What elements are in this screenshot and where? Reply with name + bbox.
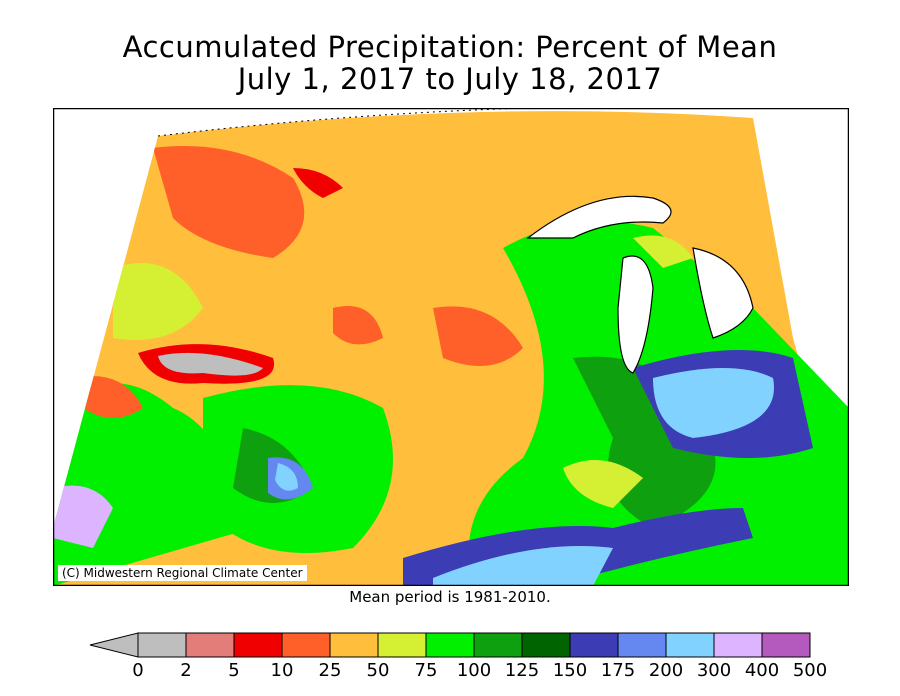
legend-swatch [377,632,427,658]
region [53,485,113,548]
legend-swatch [713,632,763,658]
legend-swatch [281,632,331,658]
legend-swatch [233,632,283,658]
precipitation-map [53,108,849,586]
region [563,460,643,508]
legend-label: 50 [366,660,390,681]
legend-label: 75 [414,660,438,681]
legend-swatch [425,632,475,658]
map-title: Accumulated Precipitation: Percent of Me… [122,30,778,64]
region [275,463,298,491]
credit-text: (C) Midwestern Regional Climate Center [58,565,307,581]
legend-label: 300 [696,660,732,681]
legend-swatch [473,632,523,658]
legend-label: 200 [648,660,684,681]
legend-arrow [89,632,139,658]
lake-michigan [617,255,654,374]
region [653,368,774,438]
legend-label: 25 [318,660,342,681]
legend-label: 500 [792,660,828,681]
legend-label: 150 [552,660,588,681]
legend-label: 10 [270,660,294,681]
legend-label: 125 [504,660,540,681]
legend-swatch [569,632,619,658]
map-date-range: July 1, 2017 to July 18, 2017 [237,62,663,96]
legend-swatch [521,632,571,658]
region [293,168,343,198]
region [633,235,693,268]
legend-swatch [617,632,667,658]
color-legend [89,632,811,658]
region [113,263,203,340]
lake-huron [692,247,754,339]
legend-label: 175 [600,660,636,681]
legend-label: 400 [744,660,780,681]
region [433,306,523,366]
legend-swatch [329,632,379,658]
legend-swatch [137,632,187,658]
map-frame [53,108,849,586]
region [433,546,613,586]
legend-label: 100 [456,660,492,681]
legend-label: 0 [132,660,144,681]
mean-period-text: Mean period is 1981-2010. [349,588,551,606]
legend-swatch [185,632,235,658]
legend-label: 5 [228,660,240,681]
region [153,146,305,258]
legend-label: 2 [180,660,192,681]
region [333,306,383,345]
legend-swatch [665,632,715,658]
legend-swatch [761,632,811,658]
region [158,352,263,376]
lake-superior [526,195,672,239]
